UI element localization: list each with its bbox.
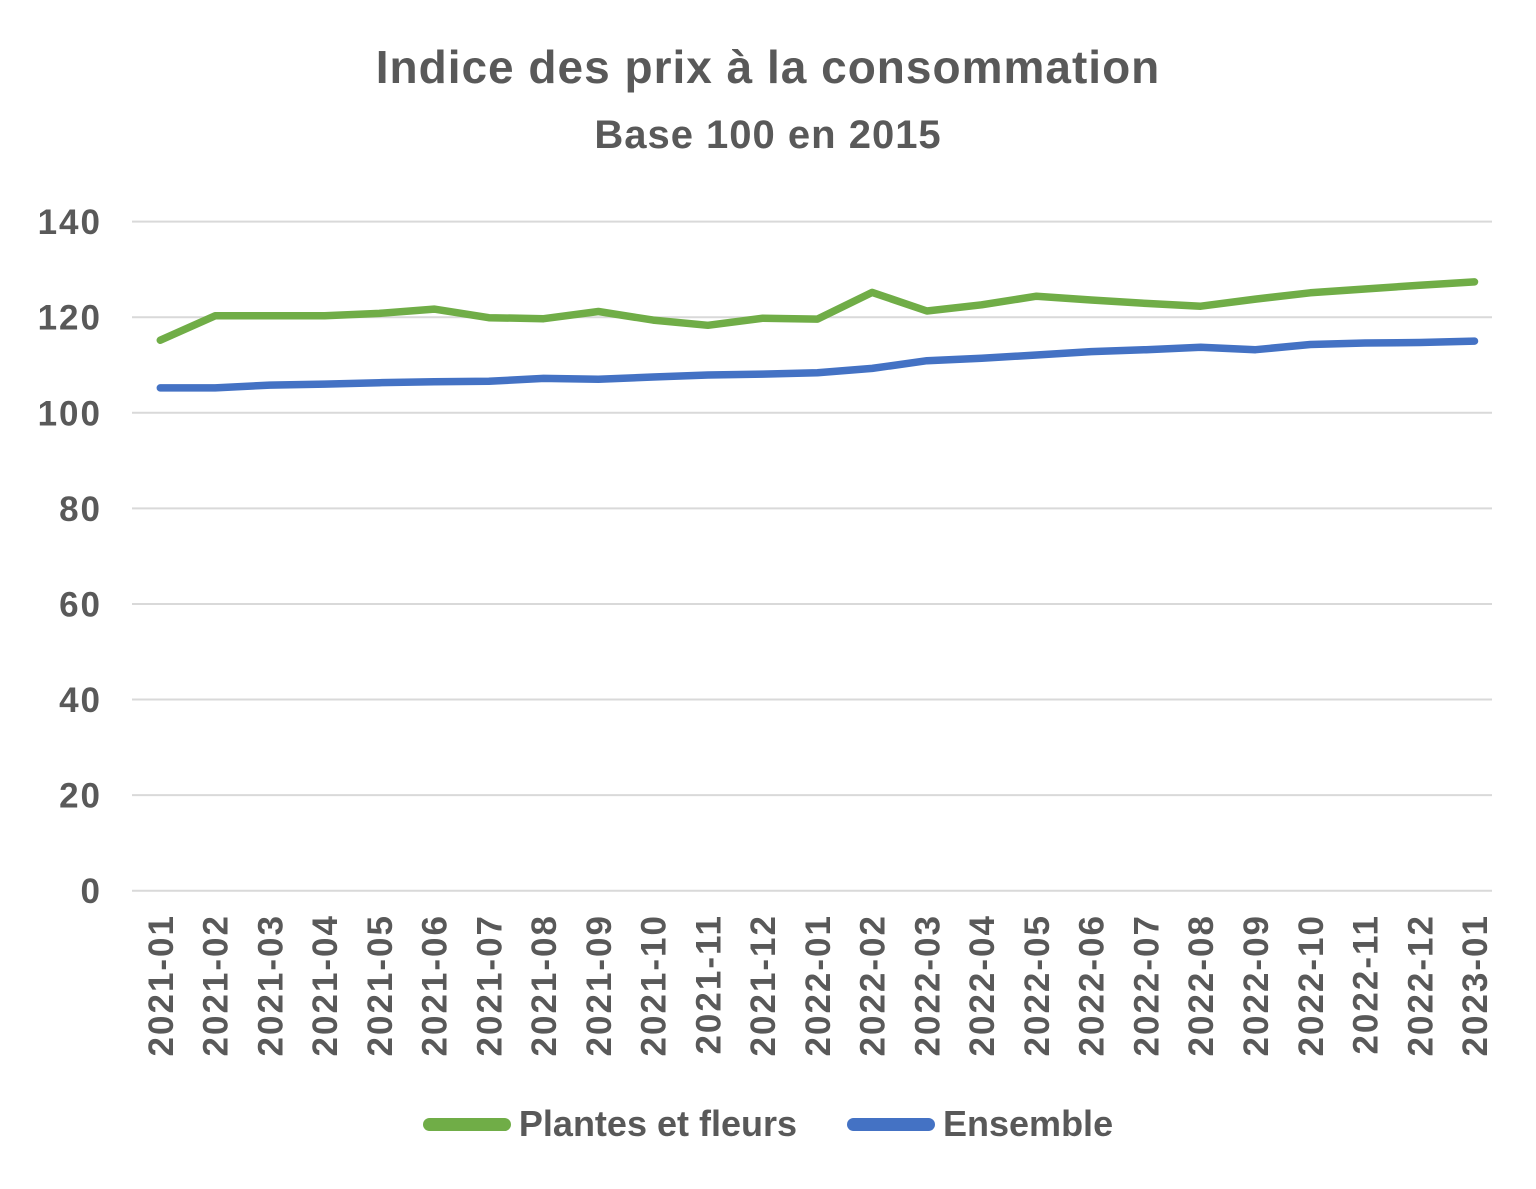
y-axis-tick-label: 20 — [59, 777, 102, 816]
chart-title: Indice des prix à la consommation — [375, 41, 1161, 93]
y-axis-tick-label: 140 — [38, 203, 102, 242]
y-axis-tick-label: 0 — [81, 872, 102, 911]
x-axis-tick-label: 2021-12 — [744, 914, 783, 1056]
x-axis-tick-label: 2021-03 — [251, 914, 290, 1056]
legend-swatch-ensemble-icon — [847, 1117, 936, 1131]
y-axis-tick-label: 80 — [59, 490, 102, 529]
x-axis-tick-label: 2021-01 — [142, 914, 181, 1056]
legend-label-plantes-et-fleurs: Plantes et fleurs — [518, 1103, 798, 1144]
x-axis-tick-label: 2021-04 — [306, 914, 345, 1056]
y-axis-tick-label: 120 — [38, 299, 102, 338]
legend-label-ensemble: Ensemble — [943, 1103, 1114, 1144]
series-line-ensemble — [156, 337, 1479, 392]
x-axis-tick-label: 2022-03 — [908, 914, 947, 1056]
x-axis-tick-label: 2023-01 — [1456, 914, 1495, 1056]
x-axis-tick-label: 2022-05 — [1018, 914, 1057, 1056]
x-axis-tick-label: 2021-08 — [525, 914, 564, 1056]
x-axis-tick-label: 2021-11 — [689, 914, 728, 1055]
x-axis-tick-label: 2021-09 — [580, 914, 619, 1056]
x-axis-tick-label: 2021-07 — [470, 914, 509, 1056]
y-axis-tick-label: 60 — [59, 585, 102, 624]
x-axis-tick-label: 2022-08 — [1182, 914, 1221, 1056]
x-axis-tick-label: 2022-06 — [1073, 914, 1112, 1056]
x-axis-tick-label: 2021-05 — [361, 914, 400, 1056]
legend-swatch-plantes-et-fleurs-icon — [422, 1117, 511, 1131]
x-axis-tick-label: 2022-12 — [1401, 914, 1440, 1056]
x-axis-tick-label: 2022-02 — [854, 914, 893, 1056]
x-axis-tick-label: 2021-10 — [635, 914, 674, 1056]
legend-item-ensemble: Ensemble — [847, 1103, 1113, 1145]
x-axis-tick-label: 2022-11 — [1347, 914, 1386, 1055]
x-axis-tick-label: 2022-09 — [1237, 914, 1276, 1056]
x-axis-tick-label: 2022-04 — [963, 914, 1002, 1056]
y-axis-tick-label: 100 — [38, 394, 102, 433]
chart-legend: Plantes et fleurs Ensemble — [0, 1103, 1536, 1145]
x-axis-tick-label: 2022-07 — [1127, 914, 1166, 1056]
x-axis-tick-label: 2021-06 — [416, 914, 455, 1056]
x-axis-tick-label: 2022-01 — [799, 914, 838, 1056]
series-line-plantes-et-fleurs — [156, 278, 1479, 344]
x-axis-tick-label: 2021-02 — [197, 914, 236, 1056]
legend-item-plantes-et-fleurs: Plantes et fleurs — [422, 1103, 798, 1145]
x-axis-tick-label: 2022-10 — [1292, 914, 1331, 1056]
y-axis-tick-label: 40 — [59, 681, 102, 720]
chart-subtitle: Base 100 en 2015 — [594, 113, 942, 157]
